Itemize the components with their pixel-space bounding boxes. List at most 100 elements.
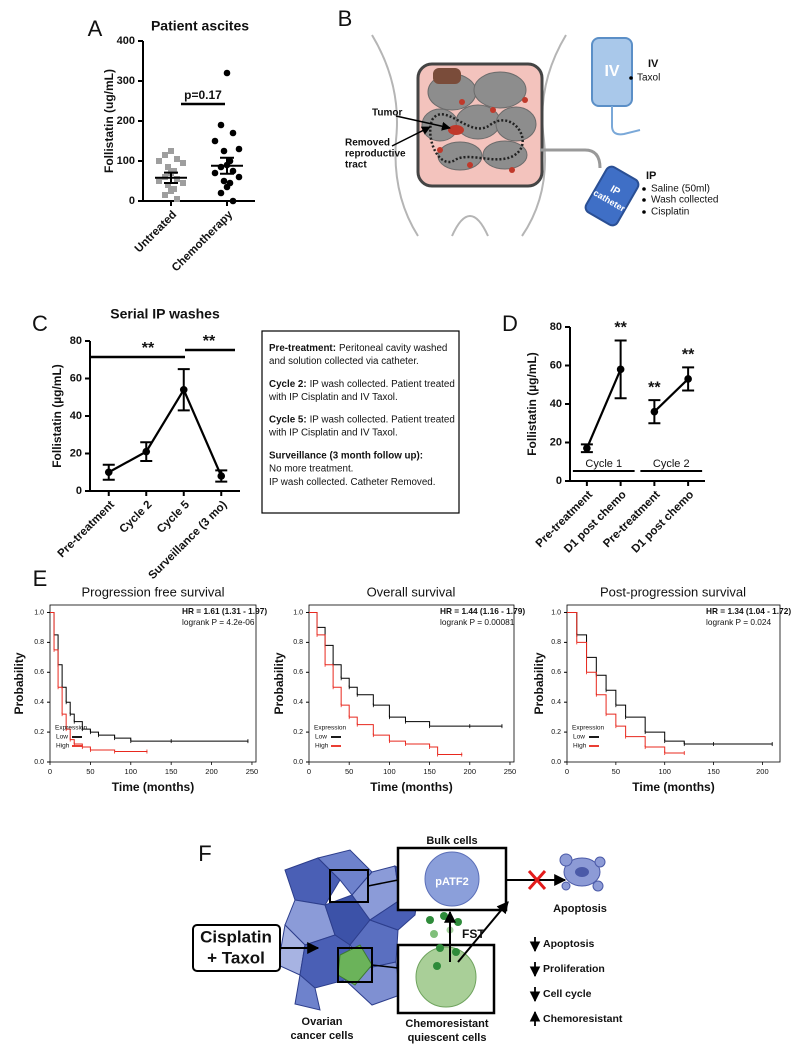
data-point [229, 167, 237, 175]
x-tick-label: 50 [612, 767, 620, 776]
y-tick-label: 0.2 [293, 729, 303, 736]
data-point [220, 177, 228, 185]
drug-label: + Taxol [207, 948, 265, 967]
survival-step [58, 686, 63, 715]
y-axis-label: Probability [272, 652, 286, 714]
y-tick-label: 0.6 [293, 669, 303, 676]
x-tick-label: 50 [345, 767, 353, 776]
data-point [616, 365, 625, 374]
data-point [223, 183, 231, 191]
note-line: Pre-treatment: Peritoneal cavity washed [269, 343, 447, 354]
survival-step [74, 721, 83, 730]
data-point [174, 156, 180, 162]
quiescent-label: Chemoresistant [405, 1018, 488, 1030]
data-point [650, 407, 659, 416]
data-point [211, 169, 219, 177]
x-tick-label: 150 [165, 767, 178, 776]
chart-title: Serial IP washes [110, 306, 220, 322]
data-point [165, 182, 171, 188]
y-tick-label: 80 [550, 321, 562, 333]
chart-title: Overall survival [367, 584, 456, 599]
significance-label: ** [648, 379, 661, 396]
x-tick-label: 200 [205, 767, 218, 776]
survival-step [333, 664, 342, 679]
survival-step [309, 611, 318, 635]
survival-step [50, 611, 55, 635]
y-tick-label: 1.0 [551, 609, 561, 616]
removed-label: Removed [345, 138, 390, 149]
survival-step [389, 740, 406, 745]
y-tick-label: 100 [117, 155, 135, 167]
y-tick-label: 20 [550, 436, 562, 448]
data-point [156, 158, 162, 164]
y-tick-label: 1.0 [293, 609, 303, 616]
note-text: with IP Cisplatin and IV Taxol. [268, 428, 398, 439]
note-line: Surveillance (3 month follow up): [269, 450, 423, 461]
y-axis-label: Follistatin (µg/mL) [50, 364, 64, 468]
data-line [653, 378, 689, 413]
data-point [174, 176, 180, 182]
x-tick-label: 0 [48, 767, 52, 776]
y-tick-label: 0 [556, 475, 562, 487]
y-tick-label: 0.4 [34, 699, 44, 706]
hazard-ratio: HR = 1.61 (1.31 - 1.97) [182, 606, 267, 616]
ip-label: IP [646, 170, 656, 182]
note-text: IP wash collected. Patient treated [310, 414, 455, 425]
effect-label: Proliferation [543, 963, 605, 975]
x-axis-label: Time (months) [112, 780, 194, 794]
ip-bottle: IP catheter [584, 165, 640, 227]
x-tick-label: 200 [464, 767, 477, 776]
survival-step [567, 611, 578, 635]
plot-frame [308, 604, 515, 763]
data-point [174, 196, 180, 202]
data-point [142, 447, 151, 456]
catheter-tube [540, 148, 602, 169]
y-tick-label: 400 [117, 35, 135, 47]
chart-title: Patient ascites [151, 18, 249, 34]
x-tick-label: Cycle 2 [118, 499, 155, 536]
survival-step [664, 740, 685, 745]
connector [367, 879, 399, 887]
y-tick-label: 0 [129, 195, 135, 207]
data-point [223, 69, 231, 77]
survival-step [389, 716, 406, 722]
panel-letter: D [502, 311, 518, 336]
y-tick-label: 1.0 [34, 609, 44, 616]
survival-step [625, 736, 646, 748]
y-tick-label: 0.4 [293, 699, 303, 706]
liver [433, 68, 461, 84]
data-point [684, 375, 692, 383]
note-text: IP wash collected. Catheter Removed. [269, 477, 435, 488]
x-tick-label: Untreated [133, 209, 179, 255]
data-point [217, 121, 225, 129]
legend-label: High [56, 743, 70, 750]
x-tick-label: 150 [423, 767, 436, 776]
ip-item: Cisplatin [651, 207, 689, 218]
survival-step [66, 701, 71, 715]
tumor-nodules [437, 97, 528, 173]
hazard-ratio: HR = 1.44 (1.16 - 1.79) [440, 606, 525, 616]
survival-step [596, 694, 607, 715]
survival-step [586, 671, 597, 695]
connector [371, 964, 399, 969]
survival-step [325, 644, 334, 665]
significance-label: ** [682, 347, 695, 364]
y-tick-label: 0.0 [34, 759, 44, 766]
survival-step [54, 649, 59, 688]
catheter-loop [429, 113, 524, 164]
data-point [217, 163, 225, 171]
y-tick-label: 0.6 [34, 669, 44, 676]
x-tick-label: D1 post chemo [562, 489, 629, 556]
note-text: with IP Cisplatin and IV Taxol. [268, 392, 398, 403]
data-point [165, 164, 171, 170]
y-tick-label: 0.8 [293, 639, 303, 646]
survival-step [606, 713, 617, 727]
y-tick-label: 0.0 [293, 759, 303, 766]
ovarian-label: cancer cells [291, 1030, 354, 1042]
x-tick-label: 250 [246, 767, 259, 776]
survival-step [576, 634, 588, 658]
note-line: Cycle 5: IP wash collected. Patient treat… [269, 414, 455, 425]
significance-label: ** [614, 320, 627, 337]
note-text: and solution collected via catheter. [269, 356, 419, 367]
x-tick-label: Pre-treatment [534, 489, 595, 550]
